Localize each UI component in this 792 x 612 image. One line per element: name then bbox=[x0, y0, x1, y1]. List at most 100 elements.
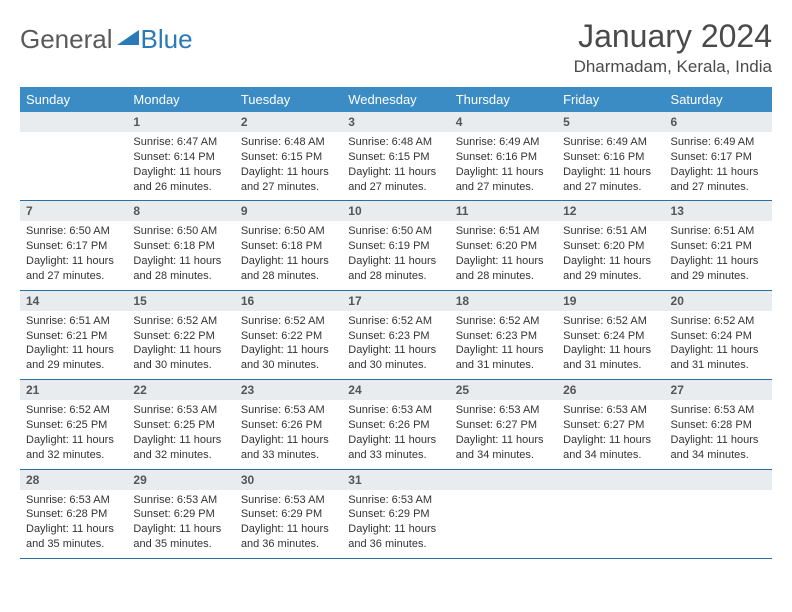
day-daylight2: and 27 minutes. bbox=[241, 180, 336, 195]
day-sunrise: Sunrise: 6:51 AM bbox=[456, 224, 551, 239]
day-daylight1: Daylight: 11 hours bbox=[26, 433, 121, 448]
day-daylight1: Daylight: 11 hours bbox=[456, 343, 551, 358]
day-daylight1: Daylight: 11 hours bbox=[671, 254, 766, 269]
day-number: 22 bbox=[127, 380, 234, 400]
day-daylight2: and 33 minutes. bbox=[348, 448, 443, 463]
dayheader-thursday: Thursday bbox=[450, 87, 557, 112]
calendar-cell bbox=[665, 469, 772, 558]
calendar-cell: 23Sunrise: 6:53 AMSunset: 6:26 PMDayligh… bbox=[235, 380, 342, 469]
day-body: Sunrise: 6:50 AMSunset: 6:19 PMDaylight:… bbox=[342, 221, 449, 289]
day-sunset: Sunset: 6:26 PM bbox=[348, 418, 443, 433]
day-daylight2: and 29 minutes. bbox=[563, 269, 658, 284]
day-body: Sunrise: 6:48 AMSunset: 6:15 PMDaylight:… bbox=[342, 132, 449, 200]
day-daylight1: Daylight: 11 hours bbox=[348, 433, 443, 448]
day-sunrise: Sunrise: 6:53 AM bbox=[241, 403, 336, 418]
day-body: Sunrise: 6:53 AMSunset: 6:26 PMDaylight:… bbox=[235, 400, 342, 468]
day-daylight1: Daylight: 11 hours bbox=[671, 433, 766, 448]
calendar-cell: 27Sunrise: 6:53 AMSunset: 6:28 PMDayligh… bbox=[665, 380, 772, 469]
day-sunset: Sunset: 6:26 PM bbox=[241, 418, 336, 433]
day-daylight1: Daylight: 11 hours bbox=[26, 254, 121, 269]
day-body: Sunrise: 6:51 AMSunset: 6:20 PMDaylight:… bbox=[557, 221, 664, 289]
calendar-cell: 9Sunrise: 6:50 AMSunset: 6:18 PMDaylight… bbox=[235, 201, 342, 290]
day-sunrise: Sunrise: 6:52 AM bbox=[671, 314, 766, 329]
day-daylight2: and 28 minutes. bbox=[348, 269, 443, 284]
day-daylight1: Daylight: 11 hours bbox=[26, 343, 121, 358]
day-number: 9 bbox=[235, 201, 342, 221]
day-number: 8 bbox=[127, 201, 234, 221]
day-sunset: Sunset: 6:24 PM bbox=[563, 329, 658, 344]
day-daylight2: and 27 minutes. bbox=[563, 180, 658, 195]
day-number: 29 bbox=[127, 470, 234, 490]
day-sunrise: Sunrise: 6:53 AM bbox=[133, 493, 228, 508]
day-sunrise: Sunrise: 6:53 AM bbox=[348, 493, 443, 508]
day-body: Sunrise: 6:53 AMSunset: 6:28 PMDaylight:… bbox=[20, 490, 127, 558]
day-sunset: Sunset: 6:22 PM bbox=[133, 329, 228, 344]
day-sunrise: Sunrise: 6:52 AM bbox=[348, 314, 443, 329]
day-daylight2: and 29 minutes. bbox=[671, 269, 766, 284]
calendar-cell: 18Sunrise: 6:52 AMSunset: 6:23 PMDayligh… bbox=[450, 290, 557, 379]
day-sunrise: Sunrise: 6:53 AM bbox=[133, 403, 228, 418]
day-body: Sunrise: 6:53 AMSunset: 6:29 PMDaylight:… bbox=[127, 490, 234, 558]
day-sunrise: Sunrise: 6:53 AM bbox=[563, 403, 658, 418]
day-daylight2: and 30 minutes. bbox=[133, 358, 228, 373]
title-block: January 2024 Dharmadam, Kerala, India bbox=[574, 18, 772, 77]
day-number: 4 bbox=[450, 112, 557, 132]
day-number: 16 bbox=[235, 291, 342, 311]
day-daylight1: Daylight: 11 hours bbox=[133, 433, 228, 448]
day-daylight2: and 31 minutes. bbox=[671, 358, 766, 373]
calendar-cell: 24Sunrise: 6:53 AMSunset: 6:26 PMDayligh… bbox=[342, 380, 449, 469]
day-body: Sunrise: 6:52 AMSunset: 6:24 PMDaylight:… bbox=[557, 311, 664, 379]
day-daylight1: Daylight: 11 hours bbox=[348, 522, 443, 537]
calendar-cell: 8Sunrise: 6:50 AMSunset: 6:18 PMDaylight… bbox=[127, 201, 234, 290]
day-sunrise: Sunrise: 6:51 AM bbox=[563, 224, 658, 239]
day-body: Sunrise: 6:53 AMSunset: 6:29 PMDaylight:… bbox=[235, 490, 342, 558]
day-daylight2: and 36 minutes. bbox=[241, 537, 336, 552]
day-sunset: Sunset: 6:24 PM bbox=[671, 329, 766, 344]
dayheader-sunday: Sunday bbox=[20, 87, 127, 112]
day-daylight1: Daylight: 11 hours bbox=[671, 343, 766, 358]
day-number: 24 bbox=[342, 380, 449, 400]
calendar-cell: 20Sunrise: 6:52 AMSunset: 6:24 PMDayligh… bbox=[665, 290, 772, 379]
day-body: Sunrise: 6:52 AMSunset: 6:25 PMDaylight:… bbox=[20, 400, 127, 468]
day-number: 26 bbox=[557, 380, 664, 400]
day-daylight1: Daylight: 11 hours bbox=[133, 254, 228, 269]
day-number: 19 bbox=[557, 291, 664, 311]
day-daylight2: and 28 minutes. bbox=[456, 269, 551, 284]
day-sunrise: Sunrise: 6:51 AM bbox=[26, 314, 121, 329]
day-sunset: Sunset: 6:27 PM bbox=[563, 418, 658, 433]
day-daylight1: Daylight: 11 hours bbox=[563, 433, 658, 448]
day-number: 13 bbox=[665, 201, 772, 221]
day-number: 27 bbox=[665, 380, 772, 400]
month-title: January 2024 bbox=[574, 18, 772, 55]
calendar-header-row: SundayMondayTuesdayWednesdayThursdayFrid… bbox=[20, 87, 772, 112]
day-body: Sunrise: 6:50 AMSunset: 6:17 PMDaylight:… bbox=[20, 221, 127, 289]
day-sunrise: Sunrise: 6:53 AM bbox=[456, 403, 551, 418]
day-sunrise: Sunrise: 6:50 AM bbox=[26, 224, 121, 239]
day-number bbox=[20, 112, 127, 132]
day-daylight2: and 36 minutes. bbox=[348, 537, 443, 552]
calendar-week-row: 7Sunrise: 6:50 AMSunset: 6:17 PMDaylight… bbox=[20, 201, 772, 290]
day-sunset: Sunset: 6:19 PM bbox=[348, 239, 443, 254]
day-sunrise: Sunrise: 6:49 AM bbox=[456, 135, 551, 150]
day-number: 30 bbox=[235, 470, 342, 490]
calendar-cell: 5Sunrise: 6:49 AMSunset: 6:16 PMDaylight… bbox=[557, 112, 664, 201]
day-body: Sunrise: 6:49 AMSunset: 6:17 PMDaylight:… bbox=[665, 132, 772, 200]
day-daylight2: and 32 minutes. bbox=[26, 448, 121, 463]
logo-text-general: General bbox=[20, 24, 113, 55]
day-body: Sunrise: 6:51 AMSunset: 6:21 PMDaylight:… bbox=[20, 311, 127, 379]
calendar-cell: 4Sunrise: 6:49 AMSunset: 6:16 PMDaylight… bbox=[450, 112, 557, 201]
day-daylight2: and 28 minutes. bbox=[241, 269, 336, 284]
calendar-cell: 12Sunrise: 6:51 AMSunset: 6:20 PMDayligh… bbox=[557, 201, 664, 290]
day-daylight1: Daylight: 11 hours bbox=[456, 165, 551, 180]
day-body: Sunrise: 6:50 AMSunset: 6:18 PMDaylight:… bbox=[127, 221, 234, 289]
calendar-cell: 16Sunrise: 6:52 AMSunset: 6:22 PMDayligh… bbox=[235, 290, 342, 379]
calendar-cell bbox=[557, 469, 664, 558]
day-number bbox=[557, 470, 664, 490]
day-sunset: Sunset: 6:29 PM bbox=[348, 507, 443, 522]
logo: General Blue bbox=[20, 24, 193, 55]
day-sunset: Sunset: 6:21 PM bbox=[671, 239, 766, 254]
day-sunset: Sunset: 6:29 PM bbox=[133, 507, 228, 522]
day-number: 31 bbox=[342, 470, 449, 490]
day-body: Sunrise: 6:49 AMSunset: 6:16 PMDaylight:… bbox=[450, 132, 557, 200]
day-number: 21 bbox=[20, 380, 127, 400]
